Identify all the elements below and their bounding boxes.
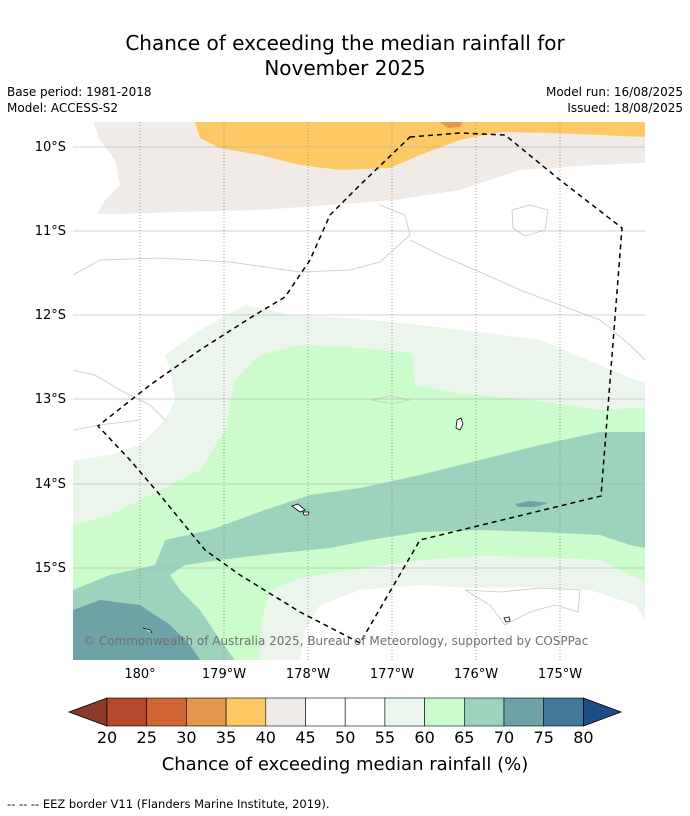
colorbar-tick-label: 35	[216, 728, 236, 747]
colorbar-tick-label: 45	[295, 728, 315, 747]
lat-gridlines	[73, 146, 645, 569]
colorbar-segment	[463, 697, 505, 727]
region-70-75-small	[515, 501, 548, 507]
region-35-40	[195, 122, 645, 170]
region-70-75	[73, 600, 200, 660]
lon-label: 180°	[124, 667, 155, 682]
colorbar-segment	[265, 697, 306, 727]
lat-label: 12°S	[35, 308, 66, 323]
title-line-2: November 2025	[264, 56, 426, 80]
colorbar-tick-label: 75	[534, 728, 554, 747]
meta-right: Model run: 16/08/2025 Issued: 18/08/2025	[546, 84, 683, 116]
model-name: Model: ACCESS-S2	[7, 101, 119, 115]
colorbar-segment	[225, 697, 267, 727]
model-run: Model run: 16/08/2025	[545, 85, 683, 99]
colorbar-tick-label: 65	[454, 728, 474, 747]
colorbar-extend-low	[67, 697, 108, 727]
map-area: © Commonwealth of Australia 2025, Bureau…	[73, 122, 645, 660]
base-period: Base period: 1981-2018	[7, 85, 152, 99]
colorbar-segment	[146, 697, 187, 727]
colorbar-segment	[344, 697, 386, 727]
region-50-55-south	[300, 585, 645, 660]
lon-label: 176°W	[454, 667, 498, 682]
colorbar-segment	[424, 697, 465, 727]
colorbar-tick-label: 70	[494, 728, 514, 747]
colorbar-segment	[543, 697, 584, 727]
colorbar-tick-label: 25	[137, 728, 157, 747]
lat-label: 11°S	[35, 224, 66, 239]
colorbar-segment	[384, 697, 425, 727]
issued-date: Issued: 18/08/2025	[567, 101, 683, 115]
title-line-1: Chance of exceeding the median rainfall …	[125, 31, 565, 55]
chart-title: Chance of exceeding the median rainfall …	[0, 31, 690, 81]
colorbar-tick-label: 60	[414, 728, 434, 747]
colorbar-segment	[503, 697, 545, 727]
lon-label: 179°W	[202, 667, 246, 682]
lat-label: 13°S	[35, 392, 66, 407]
colorbar-ticks: 20 25 30 35 40 45 50 55 60 65 70 75 80	[97, 728, 594, 747]
colorbar-tick-label: 80	[573, 728, 593, 747]
meta-left: Base period: 1981-2018 Model: ACCESS-S2	[7, 84, 152, 116]
colorbar-extend-high	[583, 697, 623, 727]
colorbar-tick-label: 50	[335, 728, 355, 747]
colorbar	[67, 697, 623, 727]
colorbar-tick-label: 30	[176, 728, 196, 747]
lon-labels: 180° 179°W 178°W 177°W 176°W 175°W	[124, 667, 582, 682]
eez-border	[96, 132, 623, 644]
contour-lines	[73, 204, 645, 626]
colorbar-segment	[106, 697, 148, 727]
lon-label: 177°W	[370, 667, 414, 682]
colorbar-tick-label: 40	[256, 728, 276, 747]
copyright-notice: © Commonwealth of Australia 2025, Bureau…	[83, 634, 588, 648]
islands	[142, 417, 511, 634]
colorbar-tick-label: 20	[97, 728, 117, 747]
region-30-35	[440, 122, 462, 128]
colorbar-title: Chance of exceeding median rainfall (%)	[162, 754, 529, 775]
colorbar-tick-label: 55	[375, 728, 395, 747]
lon-label: 178°W	[286, 667, 330, 682]
colorbar-segment	[305, 697, 346, 727]
lat-label: 14°S	[35, 477, 66, 492]
lat-label: 10°S	[35, 140, 66, 155]
eez-footnote: -- -- -- EEZ border V11 (Flanders Marine…	[7, 797, 330, 811]
lat-labels: 10°S 11°S 12°S 13°S 14°S 15°S	[35, 140, 66, 576]
lat-label: 15°S	[35, 561, 66, 576]
colorbar-segment	[186, 697, 227, 727]
lon-label: 175°W	[538, 667, 582, 682]
region-65-70	[73, 432, 645, 660]
